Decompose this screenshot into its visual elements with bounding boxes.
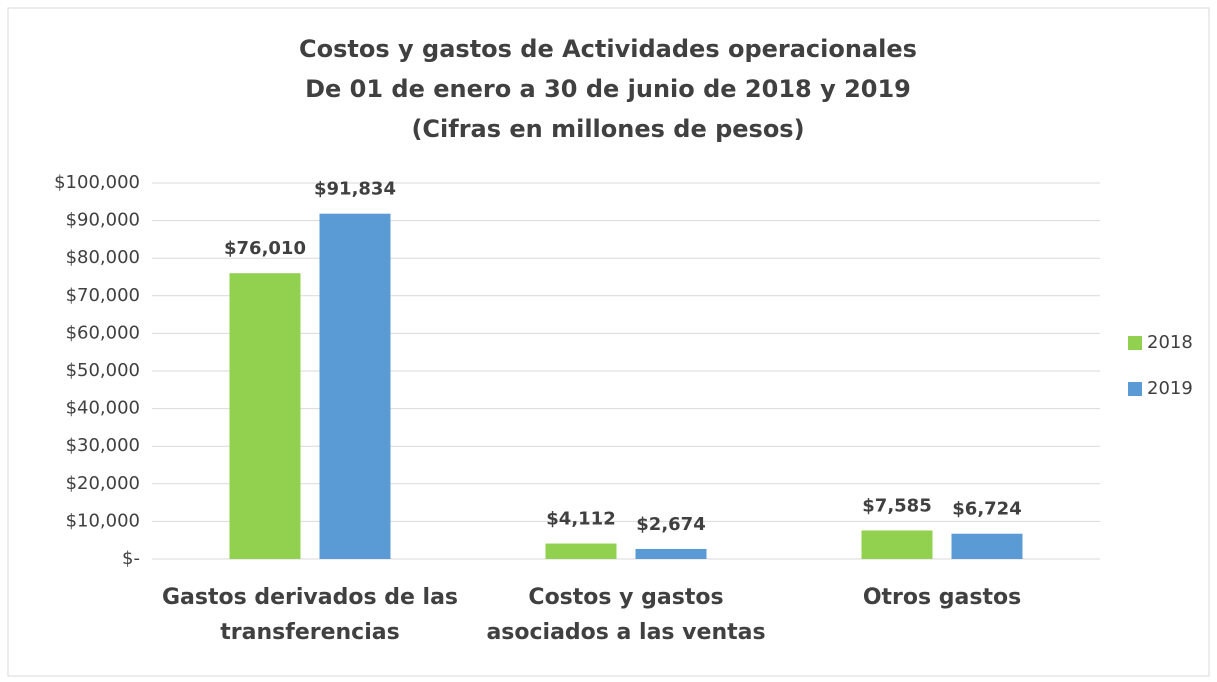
y-tick-label: $10,000: [66, 510, 140, 531]
y-tick-label: $50,000: [66, 360, 140, 381]
data-label: $91,834: [314, 179, 396, 200]
x-tick-label: Gastos derivados de las transferencias: [161, 585, 459, 645]
legend-label: 2018: [1147, 332, 1193, 353]
y-tick-label: $100,000: [54, 172, 140, 193]
chart-title: Costos y gastos de Actividades operacion…: [299, 35, 917, 63]
data-label: $7,585: [862, 495, 931, 516]
bar: [319, 213, 391, 559]
data-label: $4,112: [546, 509, 615, 530]
y-tick-label: $40,000: [66, 398, 140, 419]
y-tick-label: $-: [122, 548, 140, 569]
x-tick-label: Otros gastos: [862, 585, 1022, 610]
bar: [229, 273, 301, 559]
data-label: $76,010: [224, 238, 306, 259]
legend-swatch: [1128, 382, 1142, 396]
chart-frame: [7, 7, 1210, 677]
chart-title: De 01 de enero a 30 de junio de 2018 y 2…: [305, 75, 911, 103]
legend-swatch: [1128, 336, 1142, 350]
y-tick-label: $70,000: [66, 285, 140, 306]
data-label: $6,724: [952, 499, 1021, 520]
x-tick-label: Costos y gastos asociados a las ventas: [486, 585, 766, 645]
bar: [951, 533, 1023, 559]
bar: [861, 530, 933, 559]
bar: [545, 543, 617, 559]
y-tick-label: $90,000: [66, 210, 140, 231]
chart-title: (Cifras en millones de pesos): [411, 115, 804, 143]
y-tick-label: $20,000: [66, 473, 140, 494]
legend-label: 2019: [1147, 378, 1193, 399]
y-tick-label: $60,000: [66, 322, 140, 343]
y-tick-label: $30,000: [66, 435, 140, 456]
y-tick-label: $80,000: [66, 247, 140, 268]
data-label: $2,674: [636, 514, 705, 535]
bar: [635, 548, 707, 559]
